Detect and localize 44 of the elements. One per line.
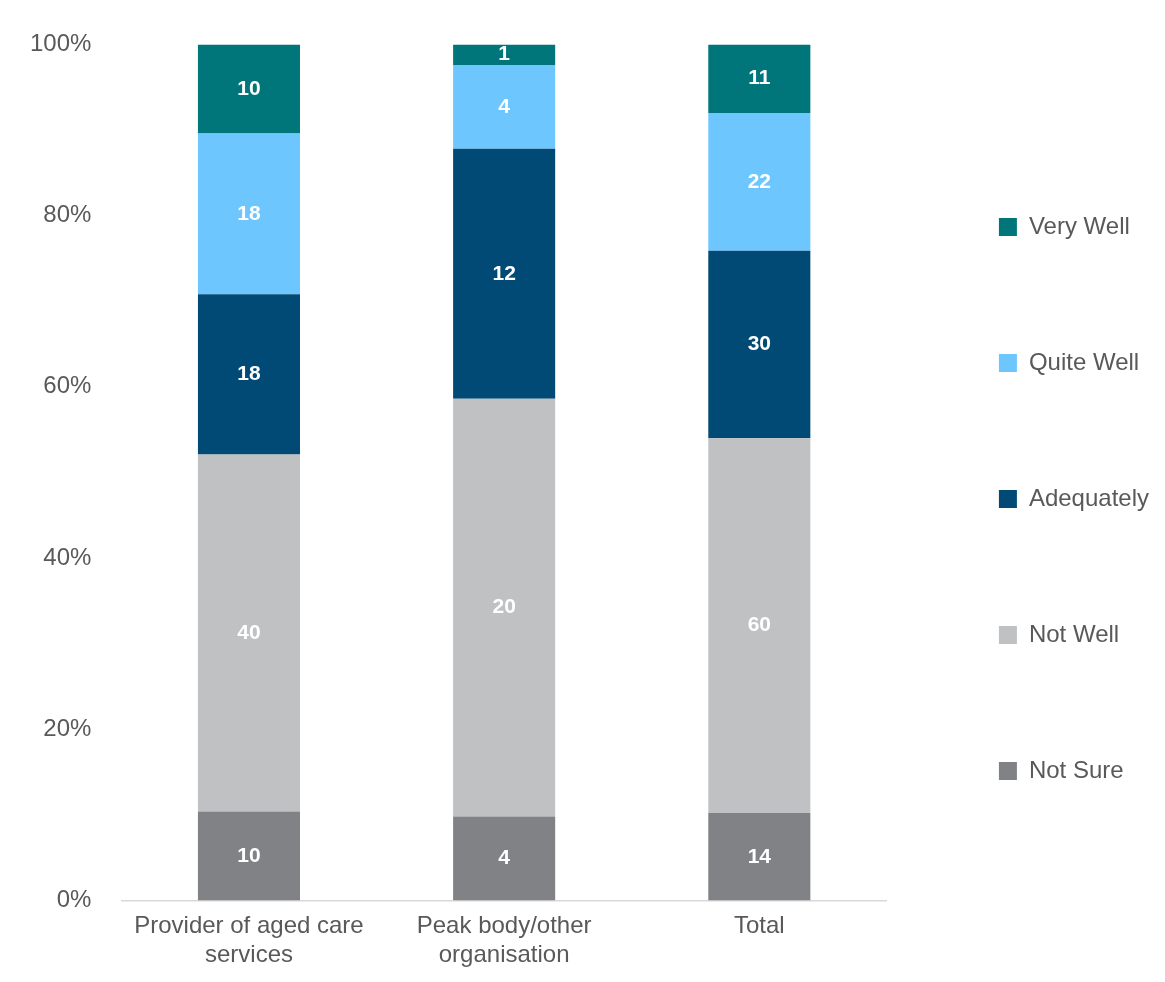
annotation: 11 bbox=[748, 65, 771, 89]
bar bbox=[197, 454, 301, 812]
legend-label: Quite Well bbox=[1028, 347, 1140, 375]
bar bbox=[453, 816, 556, 901]
annotation: 40 bbox=[237, 619, 261, 643]
x-tick-label: Provider of aged care services bbox=[134, 911, 364, 968]
bar bbox=[708, 250, 811, 439]
y-tick-label: 60% bbox=[43, 371, 92, 399]
legend-label: Not Sure bbox=[1028, 755, 1124, 783]
bar bbox=[453, 148, 556, 399]
annotation: 30 bbox=[747, 331, 771, 355]
bar bbox=[453, 398, 556, 817]
annotation: 14 bbox=[747, 843, 772, 867]
y-tick-label: 0% bbox=[56, 885, 92, 913]
bar bbox=[453, 44, 556, 65]
bar bbox=[197, 133, 301, 295]
y-tick-label: 80% bbox=[43, 200, 92, 228]
annotation: 4 bbox=[498, 845, 511, 869]
bar bbox=[708, 813, 811, 901]
x-tick-label: Total bbox=[733, 911, 785, 939]
x-tick-label: Peak body/other organisation bbox=[416, 911, 592, 968]
legend-label: Very Well bbox=[1028, 211, 1130, 239]
bar bbox=[197, 811, 301, 901]
annotation: 18 bbox=[237, 361, 261, 385]
annotation: 1 bbox=[498, 41, 511, 65]
bar bbox=[197, 294, 301, 455]
bar bbox=[453, 64, 556, 149]
legend-label: Not Well bbox=[1028, 619, 1120, 647]
bar bbox=[708, 112, 811, 251]
y-tick-label: 100% bbox=[29, 29, 92, 57]
annotation: 12 bbox=[492, 260, 516, 284]
annotation: 10 bbox=[237, 75, 261, 99]
annotation: 4 bbox=[498, 93, 511, 117]
annotation: 20 bbox=[492, 594, 516, 618]
bar bbox=[708, 44, 811, 113]
annotation: 18 bbox=[237, 200, 261, 224]
annotation: 22 bbox=[747, 168, 771, 192]
y-tick-label: 20% bbox=[43, 713, 92, 741]
annotation: 10 bbox=[237, 842, 261, 866]
y-tick-label: 40% bbox=[43, 542, 92, 570]
annotation: 60 bbox=[747, 612, 771, 636]
bar bbox=[197, 44, 301, 134]
legend-label: Adequately bbox=[1028, 483, 1149, 511]
bar bbox=[708, 438, 811, 814]
